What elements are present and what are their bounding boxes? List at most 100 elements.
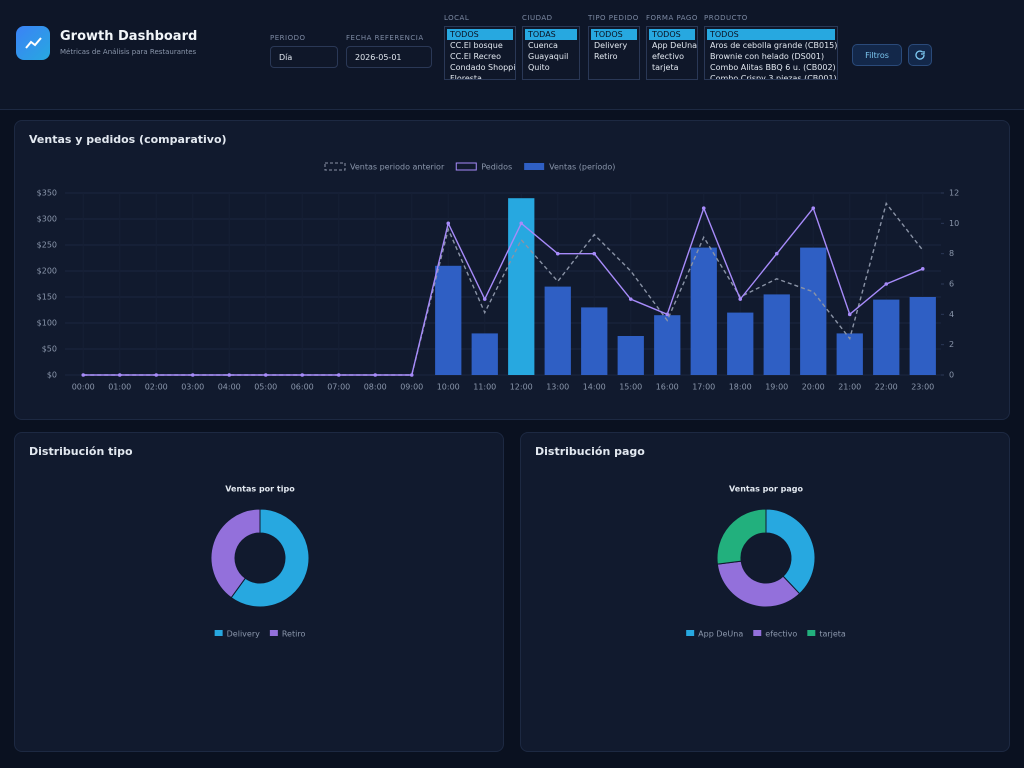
point: [592, 251, 597, 256]
filter-option[interactable]: Brownie con helado (DS001): [710, 52, 825, 61]
filter-list[interactable]: TODAS Cuenca Guayaquil Quito: [522, 26, 580, 80]
y-tick-label: $100: [37, 319, 57, 328]
legend-swatch: [455, 162, 477, 171]
point: [263, 373, 268, 377]
legend-label: efectivo: [765, 630, 797, 639]
point: [665, 312, 670, 317]
logo-icon: [25, 37, 42, 49]
y2-tick-label: 0: [949, 371, 954, 380]
legend-label: Delivery: [227, 630, 260, 639]
refresh-icon: [915, 50, 925, 60]
filter-option[interactable]: Cuenca: [528, 41, 558, 50]
point: [701, 206, 706, 210]
x-tick-label: 07:00: [327, 383, 350, 392]
legend-label: App DeUna: [698, 630, 743, 639]
y2-tick-label: 6: [949, 280, 954, 289]
periodo-select[interactable]: Día: [270, 46, 338, 68]
filter-label: FORMA PAGO: [646, 14, 698, 22]
filter-option[interactable]: TODOS: [591, 29, 637, 40]
refresh-button[interactable]: [908, 44, 932, 66]
bar: [873, 299, 900, 375]
periodo-label: PERIODO: [270, 34, 306, 42]
point: [847, 312, 852, 317]
filter-option[interactable]: CC.El bosque: [450, 41, 503, 50]
x-tick-label: 01:00: [108, 383, 131, 392]
bar: [581, 307, 608, 375]
point: [628, 297, 633, 301]
x-tick-label: 02:00: [145, 383, 168, 392]
x-tick-label: 19:00: [765, 383, 788, 392]
y2-tick-label: 8: [949, 249, 954, 258]
filter-option[interactable]: App DeUna: [652, 41, 698, 50]
legend-swatch: [214, 630, 223, 636]
x-tick-label: 18:00: [729, 383, 752, 392]
legend-swatch: [686, 630, 695, 636]
filter-option[interactable]: Aros de cebolla grande (CB015): [710, 41, 838, 50]
point: [811, 206, 816, 210]
filter-option[interactable]: TODOS: [649, 29, 695, 40]
point: [774, 251, 779, 256]
y-tick-label: $350: [37, 189, 57, 198]
filter-option[interactable]: Retiro: [594, 52, 618, 61]
filter-option[interactable]: TODAS: [525, 29, 577, 40]
x-tick-label: 11:00: [473, 383, 496, 392]
legend-swatch: [269, 630, 278, 636]
y-tick-label: $300: [37, 215, 57, 224]
point: [336, 373, 341, 377]
legend-label: Ventas periodo anterior: [350, 163, 445, 172]
filter-option[interactable]: Combo Crispy 3 piezas (CB001): [710, 74, 837, 80]
filter-option[interactable]: TODOS: [447, 29, 513, 40]
legend-swatch: [324, 162, 346, 171]
legend-label: Ventas (período): [549, 163, 615, 172]
bar: [617, 336, 644, 375]
x-tick-label: 16:00: [656, 383, 679, 392]
fecha-input[interactable]: 2026-05-01: [346, 46, 432, 68]
logo: [16, 26, 50, 60]
point: [555, 251, 560, 256]
bar: [763, 294, 790, 375]
y-tick-label: $50: [42, 345, 57, 354]
x-tick-label: 15:00: [619, 383, 642, 392]
filter-option[interactable]: Quito: [528, 63, 550, 72]
filter-list[interactable]: TODOS App DeUna efectivo tarjeta: [646, 26, 698, 80]
donut-slice: [716, 508, 767, 565]
filter-label: PRODUCTO: [704, 14, 748, 22]
x-tick-label: 17:00: [692, 383, 715, 392]
point: [81, 373, 86, 377]
y-tick-label: $200: [37, 267, 57, 276]
donut-slice: [210, 508, 261, 599]
filter-option[interactable]: Condado Shopping: [450, 63, 516, 72]
filter-list[interactable]: TODOS CC.El bosque CC.El Recreo Condado Sho…: [444, 26, 516, 80]
point: [373, 373, 378, 377]
filter-list[interactable]: TODOS Delivery Retiro: [588, 26, 640, 80]
filter-option[interactable]: tarjeta: [652, 63, 679, 72]
bar: [471, 333, 498, 375]
point: [884, 282, 889, 286]
legend-swatch: [524, 163, 545, 170]
filter-option[interactable]: Combo Alitas BBQ 6 u. (CB002): [710, 63, 836, 72]
header: Growth Dashboard Métricas de Análisis pa…: [0, 0, 1024, 110]
x-tick-label: 09:00: [400, 383, 423, 392]
point: [227, 373, 232, 377]
chart-title: Ventas por tipo: [225, 485, 295, 494]
filter-list[interactable]: TODOS Aros de cebolla grande (CB015) Brown…: [704, 26, 838, 80]
filter-option[interactable]: Guayaquil: [528, 52, 569, 61]
donut-slice: [765, 508, 816, 595]
panel-title: Distribución tipo: [29, 445, 133, 458]
filter-option[interactable]: Delivery: [594, 41, 628, 50]
x-tick-label: 23:00: [911, 383, 934, 392]
point: [738, 297, 743, 301]
app-subtitle: Métricas de Análisis para Restaurantes: [60, 48, 197, 56]
y-tick-label: $0: [47, 371, 57, 380]
point: [446, 221, 451, 226]
filter-option[interactable]: TODOS: [707, 29, 835, 40]
point: [519, 221, 524, 226]
bar: [727, 312, 754, 375]
filtros-button[interactable]: Filtros: [852, 44, 902, 66]
filter-option[interactable]: Floresta: [450, 74, 482, 80]
y2-tick-label: 4: [949, 310, 954, 319]
filter-option[interactable]: efectivo: [652, 52, 685, 61]
filter-option[interactable]: CC.El Recreo: [450, 52, 501, 61]
legend-label: tarjeta: [819, 630, 846, 639]
filter-label: LOCAL: [444, 14, 470, 22]
